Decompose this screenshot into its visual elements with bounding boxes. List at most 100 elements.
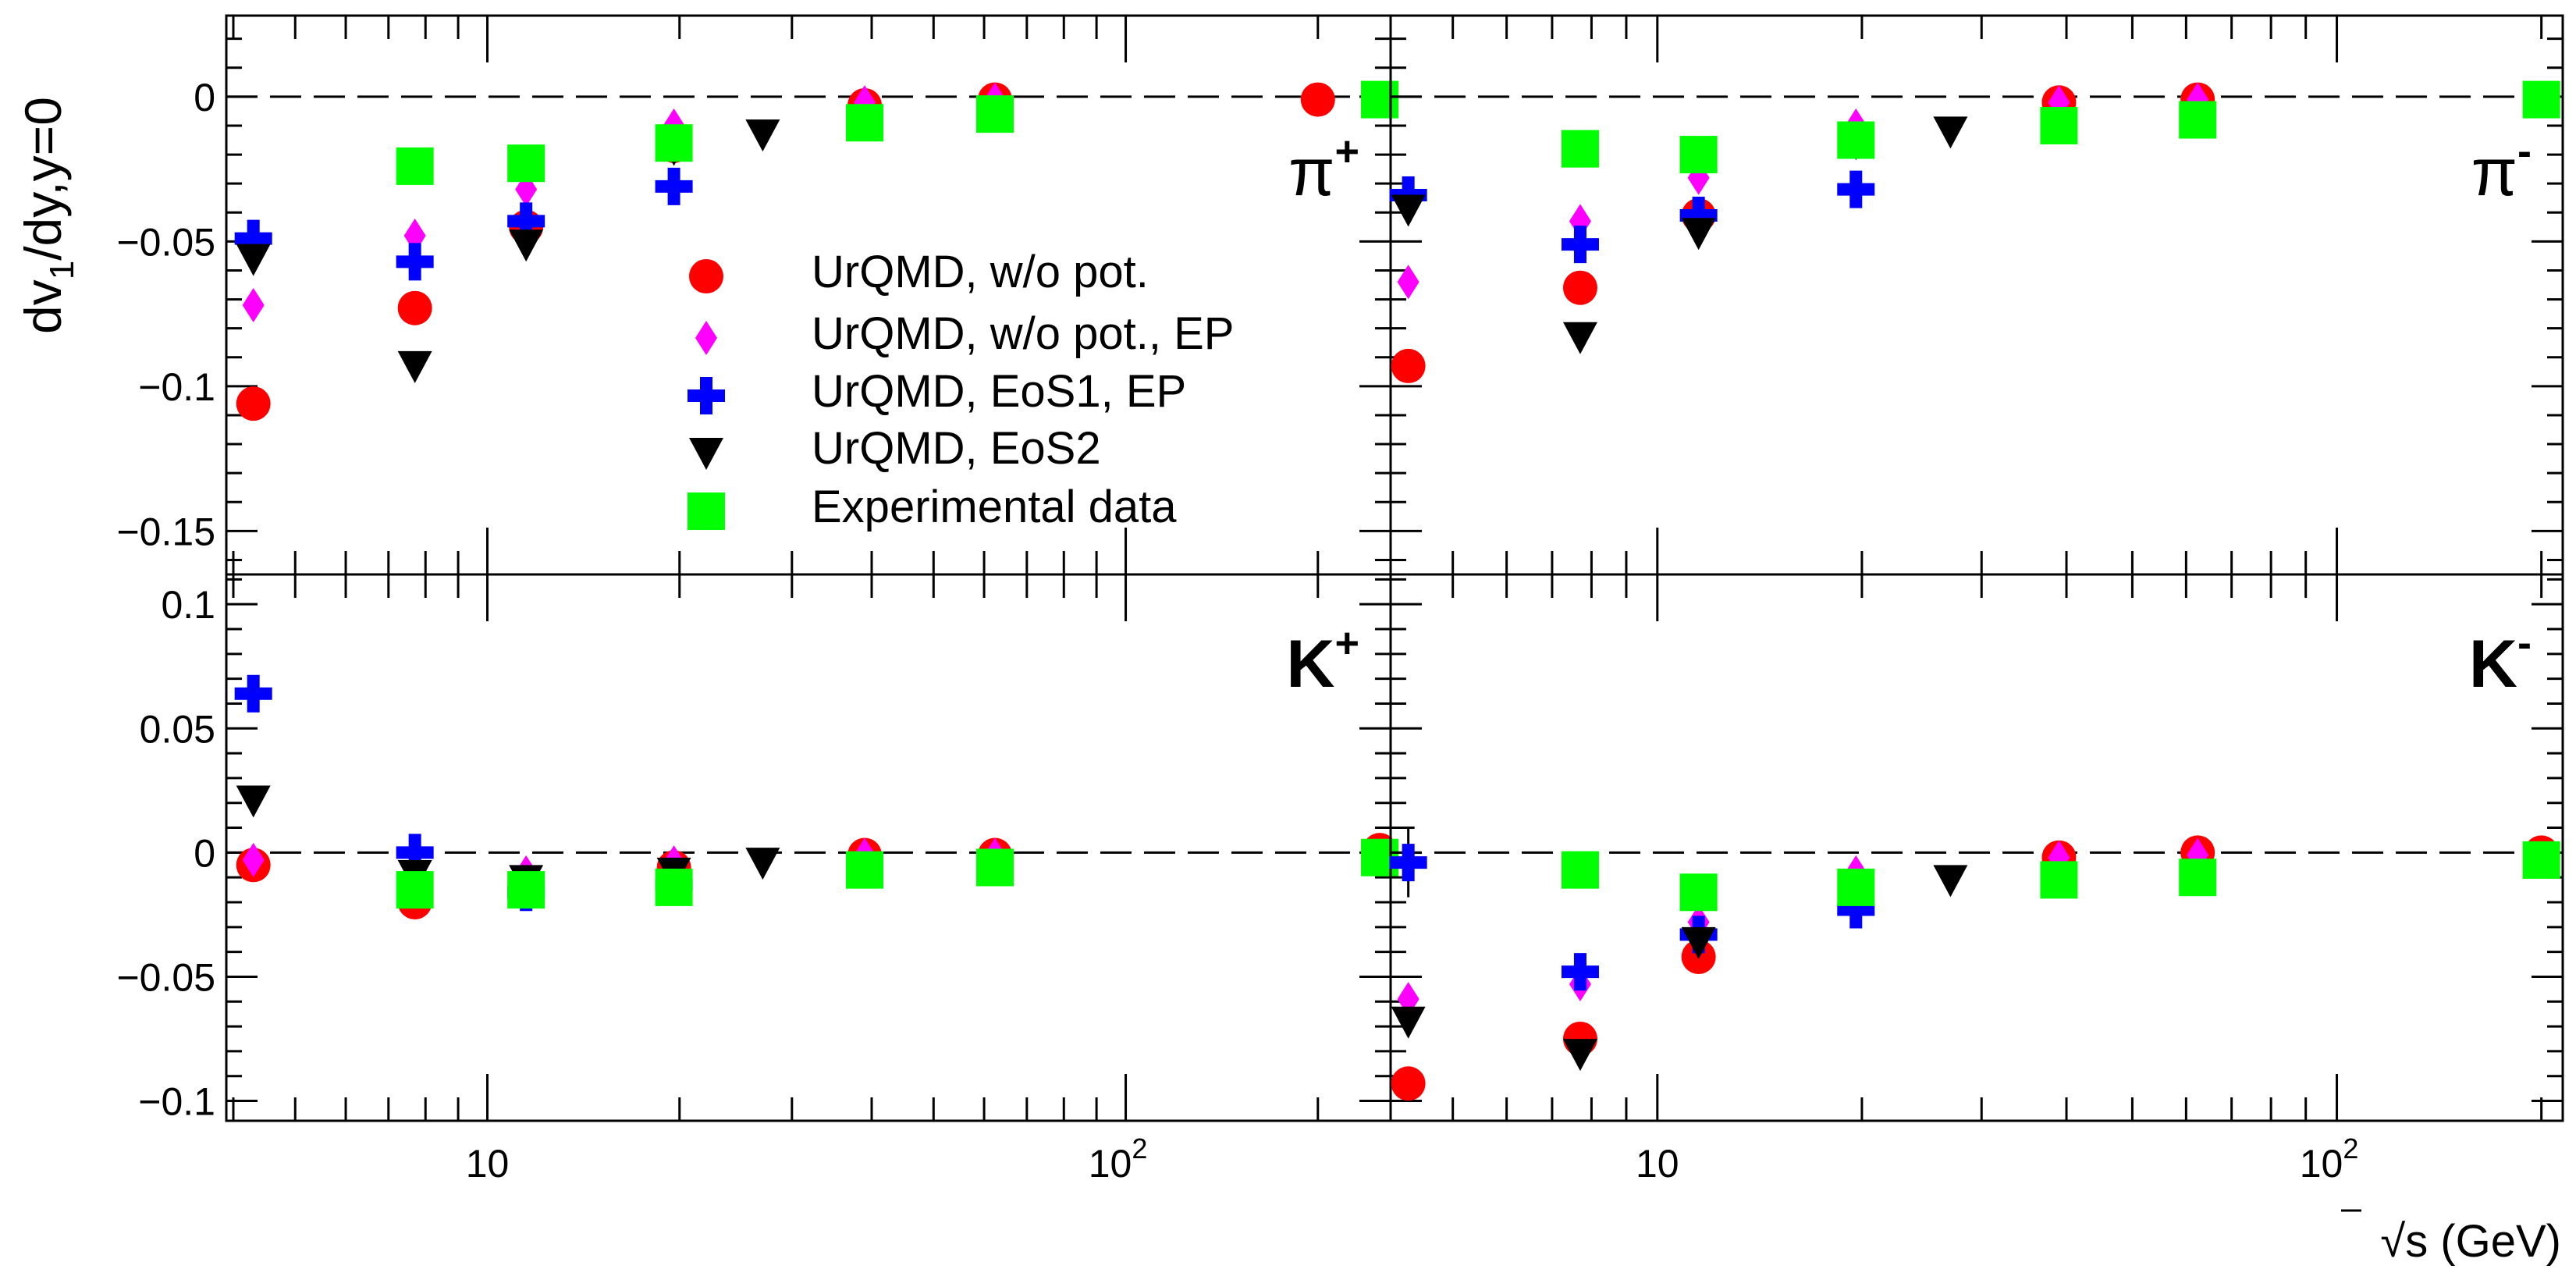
y-tick-label: 0.1	[161, 583, 215, 627]
panel-top-left: 0 −0.05 −0.1 −0.15 π+	[116, 14, 1399, 576]
data-point-eos1_ep	[1837, 891, 1875, 929]
y-tick-label: 0	[194, 76, 215, 119]
x-tick-label: 102	[1089, 1132, 1148, 1186]
data-point-eos2	[236, 785, 271, 818]
data-point-eos2	[509, 229, 544, 262]
data-point-eos1_ep	[1679, 196, 1718, 234]
data-point-wo_pot	[236, 386, 271, 421]
data-point-eos1_ep	[234, 674, 272, 713]
data-point-exp	[396, 147, 434, 185]
data-point-wo_pot	[1300, 82, 1335, 117]
particle-label: K+	[1286, 620, 1359, 702]
legend: UrQMD, w/o pot. UrQMD, w/o pot., EP UrQM…	[688, 247, 1234, 532]
legend-marker-wo_pot	[689, 259, 723, 293]
data-point-wo_pot	[1562, 270, 1597, 305]
legend-label-eos2: UrQMD, EoS2	[812, 423, 1101, 474]
data-point-eos1_ep	[396, 243, 434, 281]
legend-entry-wo-pot-ep: UrQMD, w/o pot., EP	[695, 308, 1234, 359]
series-eos2	[1391, 865, 1968, 1072]
series-eos1_ep	[1389, 170, 1875, 264]
data-point-eos2	[236, 244, 271, 276]
y-tick-label: −0.05	[116, 955, 215, 999]
particle-label: K-	[2469, 620, 2532, 702]
data-point-eos2	[1681, 218, 1716, 251]
data-point-eos1_ep	[1561, 226, 1599, 264]
data-point-exp	[846, 851, 884, 889]
data-point-wo_pot_ep	[242, 842, 265, 877]
data-point-exp	[507, 144, 545, 183]
data-point-eos2	[1562, 322, 1597, 354]
particle-label: π-	[2471, 128, 2532, 210]
legend-marker-eos1_ep	[688, 377, 725, 414]
y-tick-label: −0.1	[138, 365, 215, 409]
legend-symbol-wo_pot	[689, 259, 723, 293]
data-point-eos2	[1933, 116, 1968, 149]
series-wo_pot_ep	[1397, 82, 2209, 300]
x-tick-label: 10	[1636, 1142, 1679, 1186]
data-point-exp	[975, 95, 1014, 133]
data-point-exp	[2040, 861, 2078, 899]
series-exp	[1561, 841, 2560, 912]
series-exp	[396, 80, 1399, 185]
data-point-exp	[1561, 130, 1599, 168]
data-point-exp	[1837, 121, 1875, 159]
x-axis-title-text: √s (GeV)	[2380, 1216, 2561, 1267]
data-point-wo_pot	[397, 290, 432, 325]
data-point-eos1_ep	[1389, 844, 1427, 882]
legend-entry-wo-pot: UrQMD, w/o pot.	[689, 247, 1149, 297]
data-point-eos2	[1391, 1006, 1426, 1039]
data-point-eos1_ep	[234, 219, 272, 258]
data-point-exp	[1561, 851, 1599, 889]
panel-frame	[1389, 573, 2564, 1122]
data-point-wo_pot_ep	[1397, 265, 1419, 300]
data-point-exp	[1679, 136, 1718, 174]
data-point-eos1_ep	[1561, 953, 1599, 991]
data-point-exp	[2040, 106, 2078, 144]
data-point-eos2	[1562, 1039, 1597, 1072]
data-point-wo_pot_ep	[242, 287, 265, 322]
data-point-eos1_ep	[1837, 170, 1875, 208]
legend-label-eos1-ep: UrQMD, EoS1, EP	[812, 366, 1186, 417]
legend-label-wo-pot: UrQMD, w/o pot.	[812, 247, 1149, 297]
y-tick-label: −0.1	[138, 1080, 215, 1124]
x-axis-title: √s (GeV)	[2341, 1209, 2561, 1267]
legend-symbol-eos1_ep	[688, 377, 725, 414]
legend-entry-experimental: Experimental data	[688, 482, 1177, 532]
legend-entry-eos1-ep: UrQMD, EoS1, EP	[688, 366, 1186, 417]
legend-symbol-eos2	[689, 438, 723, 470]
y-axis-title: dv1/dy,y=0	[14, 97, 81, 334]
data-point-eos2	[1391, 194, 1426, 227]
data-point-eos2	[1681, 926, 1716, 959]
data-point-exp	[846, 104, 884, 142]
data-point-eos2	[1933, 865, 1968, 898]
y-tick-label: −0.05	[116, 220, 215, 264]
data-point-eos2	[397, 350, 432, 383]
data-point-exp	[655, 868, 693, 906]
data-point-wo_pot	[1391, 1066, 1426, 1101]
y-tick-label: 0.05	[140, 707, 215, 751]
series-wo_pot_ep	[1397, 837, 2209, 1017]
legend-marker-exp	[688, 492, 725, 530]
data-point-exp	[975, 848, 1014, 887]
data-point-exp	[1837, 868, 1875, 906]
series-wo_pot_ep	[242, 837, 1006, 905]
legend-label-experimental: Experimental data	[812, 482, 1177, 532]
panel-bottom-right: 10 102 K-	[1389, 573, 2564, 1186]
data-point-exp	[2179, 101, 2217, 139]
series-eos1_ep	[234, 167, 693, 281]
data-point-exp	[2522, 841, 2560, 879]
legend-symbol-exp	[688, 492, 725, 530]
series-wo_pot	[1391, 82, 2559, 383]
data-point-exp	[396, 871, 434, 909]
data-point-exp	[2522, 80, 2560, 119]
data-point-eos2	[745, 848, 780, 880]
data-point-eos1_ep	[507, 202, 545, 240]
data-point-exp	[1361, 80, 1399, 119]
legend-label-wo-pot-ep: UrQMD, w/o pot., EP	[812, 308, 1234, 359]
panel-frame	[225, 14, 1392, 576]
y-tick-label: −0.15	[116, 510, 215, 553]
panel-bottom-left: 0.1 0.05 0 −0.05 −0.1 10 102 K+	[116, 573, 1399, 1186]
legend-entry-eos2: UrQMD, EoS2	[689, 423, 1101, 474]
data-point-exp	[507, 871, 545, 909]
